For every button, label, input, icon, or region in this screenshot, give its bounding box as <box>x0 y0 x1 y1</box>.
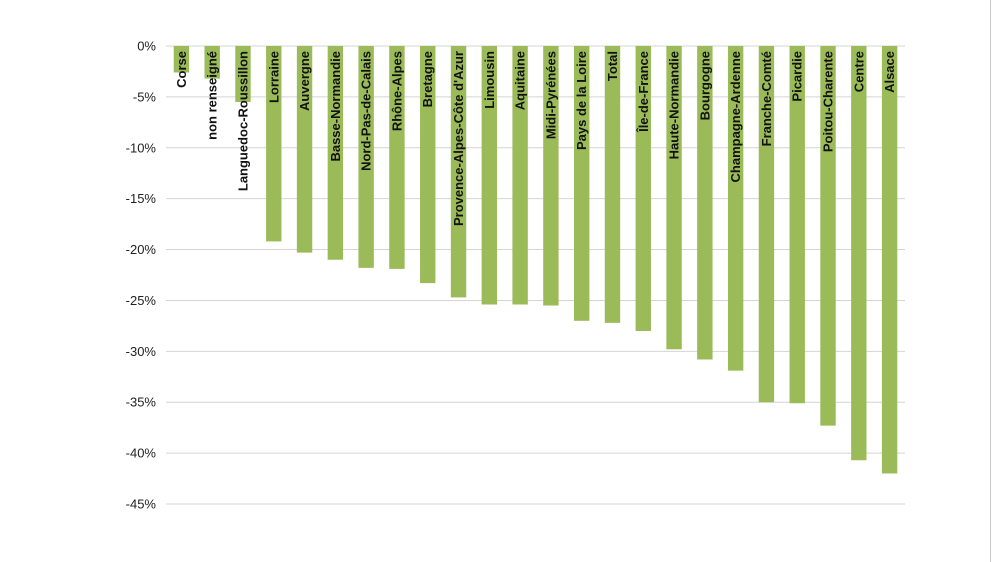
category-label: Nord-Pas-de-Calais <box>359 51 374 171</box>
y-tick-label: -40% <box>126 446 157 461</box>
bar <box>604 46 621 323</box>
category-label: Bourgogne <box>697 51 712 120</box>
bar <box>543 46 559 306</box>
bar <box>635 46 651 331</box>
bar <box>512 46 528 305</box>
category-label: Alsace <box>882 51 897 93</box>
category-label: Total <box>605 51 620 81</box>
bars <box>173 46 898 474</box>
bar <box>450 46 467 298</box>
y-tick-label: -45% <box>126 497 157 512</box>
bar <box>666 46 682 350</box>
bar <box>820 46 836 426</box>
bar <box>235 46 251 102</box>
category-label: Midi-Pyrénées <box>543 51 558 139</box>
bar <box>851 46 867 461</box>
y-tick-label: 0% <box>137 39 156 54</box>
bar <box>358 46 374 268</box>
bar <box>204 46 220 79</box>
category-label: Languedoc-Roussillon <box>235 51 250 191</box>
frame-border <box>990 0 991 562</box>
bar <box>789 46 805 404</box>
category-label: Centre <box>851 51 866 92</box>
category-label: Haute-Normandie <box>667 51 682 159</box>
category-labels: Corse non renseigné Languedoc-Roussillon Lo… <box>174 51 897 226</box>
y-tick-label: -10% <box>126 140 157 155</box>
category-label: Pays de la Loire <box>574 51 589 150</box>
category-label: Picardie <box>790 51 805 102</box>
category-label: Auvergne <box>297 51 312 111</box>
bar <box>573 46 590 321</box>
bar <box>327 46 344 260</box>
bar <box>389 46 405 269</box>
category-label: Champagne-Ardenne <box>728 51 743 182</box>
gridlines <box>166 45 905 505</box>
bar <box>266 46 282 242</box>
y-tick-label: -20% <box>126 242 157 257</box>
bar <box>758 46 775 403</box>
y-tick-label: -25% <box>126 293 157 308</box>
bar <box>481 46 498 305</box>
category-label: non renseigné <box>205 51 220 140</box>
bar <box>727 46 744 371</box>
category-label: Rhône-Alpes <box>389 51 404 131</box>
bar <box>173 46 190 73</box>
category-label: Poitou-Charente <box>821 51 836 152</box>
y-tick-label: -5% <box>133 89 157 104</box>
category-label: Basse-Normandie <box>328 51 343 162</box>
category-label: Corse <box>174 51 189 88</box>
bar <box>296 46 313 253</box>
y-tick-label: -15% <box>126 191 157 206</box>
category-label: Île-de-France <box>636 51 651 133</box>
y-tick-label: -35% <box>126 395 157 410</box>
category-label: Franche-Comté <box>759 51 774 146</box>
bar <box>881 46 898 474</box>
category-label: Provence-Alpes-Côte d'Azur <box>451 51 466 226</box>
bar <box>697 46 713 360</box>
category-label: Lorraine <box>266 51 281 103</box>
category-label: Bretagne <box>420 51 435 107</box>
bar <box>420 46 436 284</box>
y-axis: 0% -5% -10% -15% -20% -25% -30% -35% -40% -45% <box>126 39 157 512</box>
category-label: Aquitaine <box>513 51 528 110</box>
y-tick-label: -30% <box>126 344 157 359</box>
category-label: Limousin <box>482 51 497 109</box>
